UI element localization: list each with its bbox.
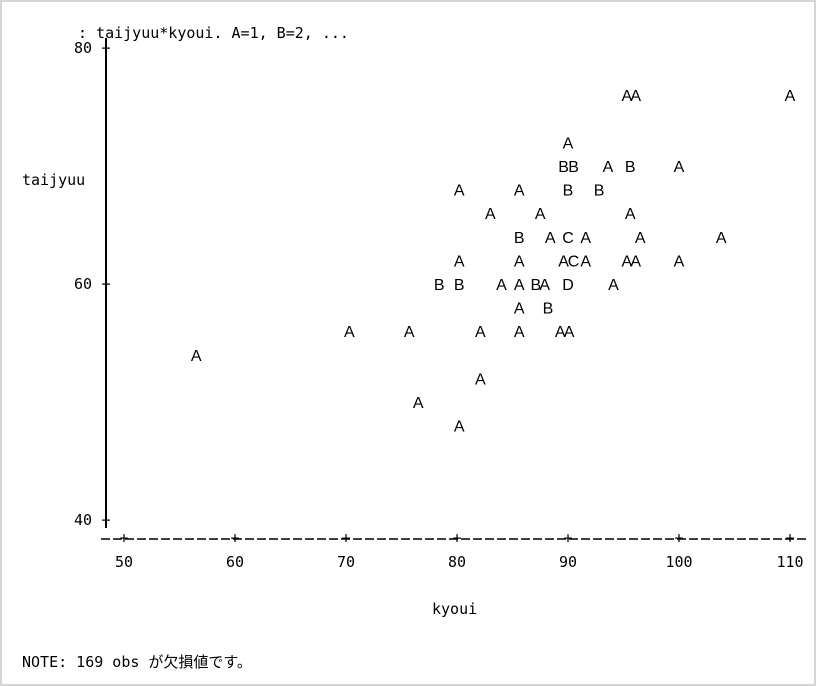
data-point: A <box>514 324 525 341</box>
x-tick-mark: + <box>785 529 794 547</box>
data-point: A <box>496 277 507 294</box>
data-point: A <box>674 159 685 176</box>
x-tick-label: 70 <box>337 553 355 571</box>
y-tick-mark: + <box>101 39 110 57</box>
data-point: A <box>475 324 486 341</box>
data-point: D <box>562 277 574 294</box>
axes: +40 +60 +80 +50 +60 +70 +80 +90 +100 +110 <box>74 38 806 571</box>
x-tick-label: 60 <box>226 553 244 571</box>
data-point: B <box>514 230 525 247</box>
x-tick-label: 50 <box>115 553 133 571</box>
data-point: A <box>630 253 641 270</box>
data-point: A <box>716 230 727 247</box>
y-axis-label: taijyuu <box>22 171 85 189</box>
data-point: A <box>608 277 619 294</box>
y-tick-mark: + <box>101 511 110 529</box>
data-point: C <box>562 230 574 247</box>
data-point: A <box>564 324 575 341</box>
data-point: A <box>580 253 591 270</box>
data-point: A <box>545 230 556 247</box>
data-point: B <box>563 183 574 200</box>
data-point: A <box>580 230 591 247</box>
x-tick-mark: + <box>230 529 239 547</box>
data-points: AA AAB B A B AA A B BA A AB A C A A AA A AC A AA AB B A A BA D AA B… <box>191 88 796 435</box>
x-tick-label: 90 <box>559 553 577 571</box>
data-point: B <box>454 277 465 294</box>
data-point: A <box>630 88 641 105</box>
missing-values-note: NOTE: 169 obs が欠損値です。 <box>22 653 252 671</box>
data-point: A <box>563 135 574 152</box>
data-point: C <box>568 253 580 270</box>
data-point: A <box>475 371 486 388</box>
data-point: A <box>514 253 525 270</box>
data-point: A <box>413 395 424 412</box>
data-point: B <box>625 159 636 176</box>
data-point: A <box>558 253 569 270</box>
y-tick-label: 80 <box>74 39 92 57</box>
data-point: A <box>454 419 465 436</box>
data-point: A <box>621 88 632 105</box>
data-point: A <box>485 206 496 223</box>
x-tick-label: 100 <box>665 553 692 571</box>
data-point: B <box>543 301 554 318</box>
x-tick-mark: + <box>674 529 683 547</box>
data-point: A <box>514 183 525 200</box>
y-tick-label: 40 <box>74 511 92 529</box>
data-point: B <box>594 183 605 200</box>
data-point: A <box>603 159 614 176</box>
data-point: A <box>514 301 525 318</box>
x-tick-label: 110 <box>776 553 803 571</box>
data-point: A <box>674 253 685 270</box>
data-point: A <box>191 348 202 365</box>
data-point: B <box>434 277 445 294</box>
data-point: A <box>404 324 415 341</box>
data-point: A <box>535 206 546 223</box>
y-tick-mark: + <box>101 275 110 293</box>
data-point: A <box>344 324 355 341</box>
chart-title: : taijyuu*kyoui. A=1, B=2, ... <box>78 24 349 42</box>
x-tick-mark: + <box>119 529 128 547</box>
data-point: A <box>635 230 646 247</box>
data-point: A <box>539 277 550 294</box>
data-point: A <box>625 206 636 223</box>
x-tick-label: 80 <box>448 553 466 571</box>
x-axis-label: kyoui <box>432 600 477 618</box>
data-point: A <box>621 253 632 270</box>
data-point: A <box>454 183 465 200</box>
data-point: A <box>555 324 566 341</box>
x-tick-mark: + <box>341 529 350 547</box>
data-point: A <box>785 88 796 105</box>
x-tick-mark: + <box>563 529 572 547</box>
y-tick-label: 60 <box>74 275 92 293</box>
data-point: A <box>454 253 465 270</box>
data-point: B <box>558 159 569 176</box>
x-tick-mark: + <box>452 529 461 547</box>
data-point: B <box>530 277 541 294</box>
data-point: A <box>514 277 525 294</box>
data-point: B <box>568 159 579 176</box>
